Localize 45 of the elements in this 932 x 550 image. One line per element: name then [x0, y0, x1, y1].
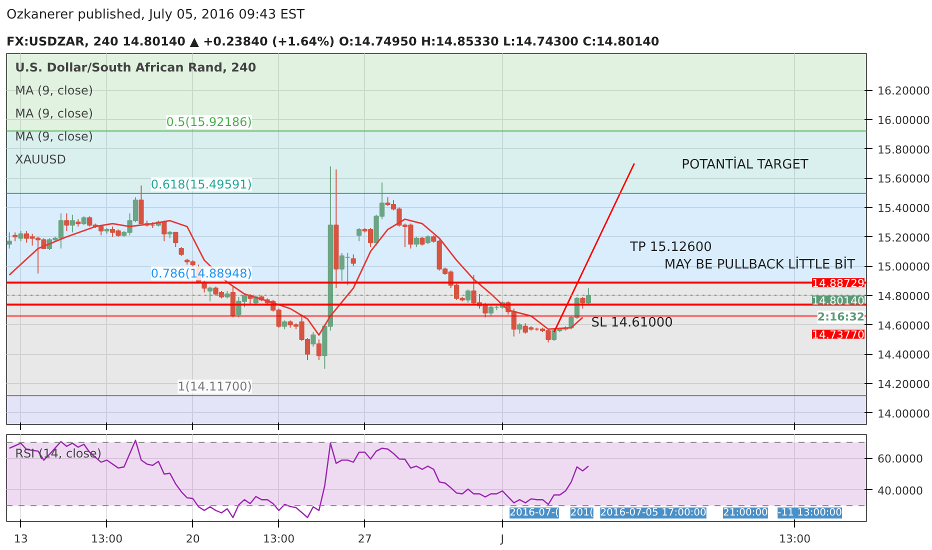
y-tick-label: 15.20000	[878, 231, 930, 244]
x-tick-label: 20	[186, 532, 200, 546]
band-label: 0.786(14.88948)	[150, 266, 252, 280]
chart-title: Ozkanerer published, July 05, 2016 09:43 EST	[6, 8, 305, 22]
x-tick-label: 13:00	[778, 532, 811, 546]
annotation: 2:16:32	[817, 310, 865, 324]
ref-line-label: 14.80140	[812, 294, 865, 308]
y-tick-label: 14.60000	[878, 319, 930, 332]
ref-line-label: 14.73770	[812, 328, 865, 342]
annotation: XAUUSD	[15, 152, 66, 166]
annotation: POTANTİAL TARGET	[682, 156, 808, 172]
annotation: -11 13:00:00	[778, 508, 842, 518]
y-tick-label: 16.20000	[878, 84, 930, 98]
annotation: U.S. Dollar/South African Rand, 240	[15, 60, 256, 74]
band-label: 1(14.11700)	[178, 380, 252, 394]
annotation: MA (9, close)	[15, 106, 94, 120]
y-tick-label: 14.80000	[878, 290, 930, 303]
y-tick-label: 40.0000	[878, 484, 923, 498]
annotation: SL 14.61000	[591, 316, 673, 331]
x-tick-label: 13:00	[262, 532, 295, 546]
x-tick-label: 27	[358, 532, 372, 546]
y-tick-label: 16.00000	[878, 114, 930, 127]
y-tick-label: 15.60000	[878, 172, 930, 186]
band-label: 0.618(15.49591)	[150, 177, 252, 192]
y-tick-label: 15.80000	[878, 143, 930, 156]
y-tick-label: 14.40000	[878, 348, 930, 362]
x-tick-label: 13:00	[90, 532, 123, 546]
annotation: TP 15.12600	[629, 240, 712, 256]
annotation: 2016-07-(	[510, 508, 559, 518]
ref-line-label: 14.88729	[812, 277, 865, 290]
band-label: 0.5(15.92186)	[166, 114, 252, 129]
chart-subtitle: FX:USDZAR, 240 14.80140 ▲ +0.23840 (+1.64%) O:14.74950 H:14.85330 L:14.74300 C:14.80140	[6, 34, 660, 48]
y-tick-label: 15.40000	[878, 202, 930, 215]
y-tick-label: 60.0000	[878, 452, 923, 466]
annotation: MA (9, close)	[15, 83, 94, 98]
y-tick-label: 14.00000	[878, 407, 930, 420]
y-tick-label: 14.20000	[878, 378, 930, 391]
annotation: MAY BE PULLBACK LİTTLE BİT	[664, 256, 856, 272]
x-tick-label: J	[500, 532, 504, 546]
y-tick-label: 15.00000	[878, 260, 930, 274]
annotation: MA (9, close)	[15, 129, 94, 144]
annotation: 21:00:00	[723, 508, 768, 518]
annotation: 201(	[570, 508, 594, 518]
x-tick-label: 13	[14, 532, 28, 546]
annotation: 2016-07-05 17:00:00	[600, 508, 706, 518]
